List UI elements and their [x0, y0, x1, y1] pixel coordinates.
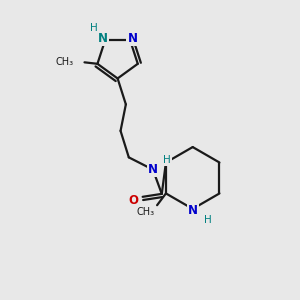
Text: N: N [128, 32, 137, 45]
Text: N: N [188, 204, 198, 217]
Text: CH₃: CH₃ [137, 207, 155, 217]
Text: H: H [203, 215, 211, 225]
Text: H: H [163, 155, 171, 165]
Text: CH₃: CH₃ [55, 57, 73, 67]
Text: N: N [148, 163, 158, 176]
Text: H: H [90, 23, 98, 33]
Text: N: N [98, 32, 108, 45]
Text: O: O [128, 194, 138, 207]
